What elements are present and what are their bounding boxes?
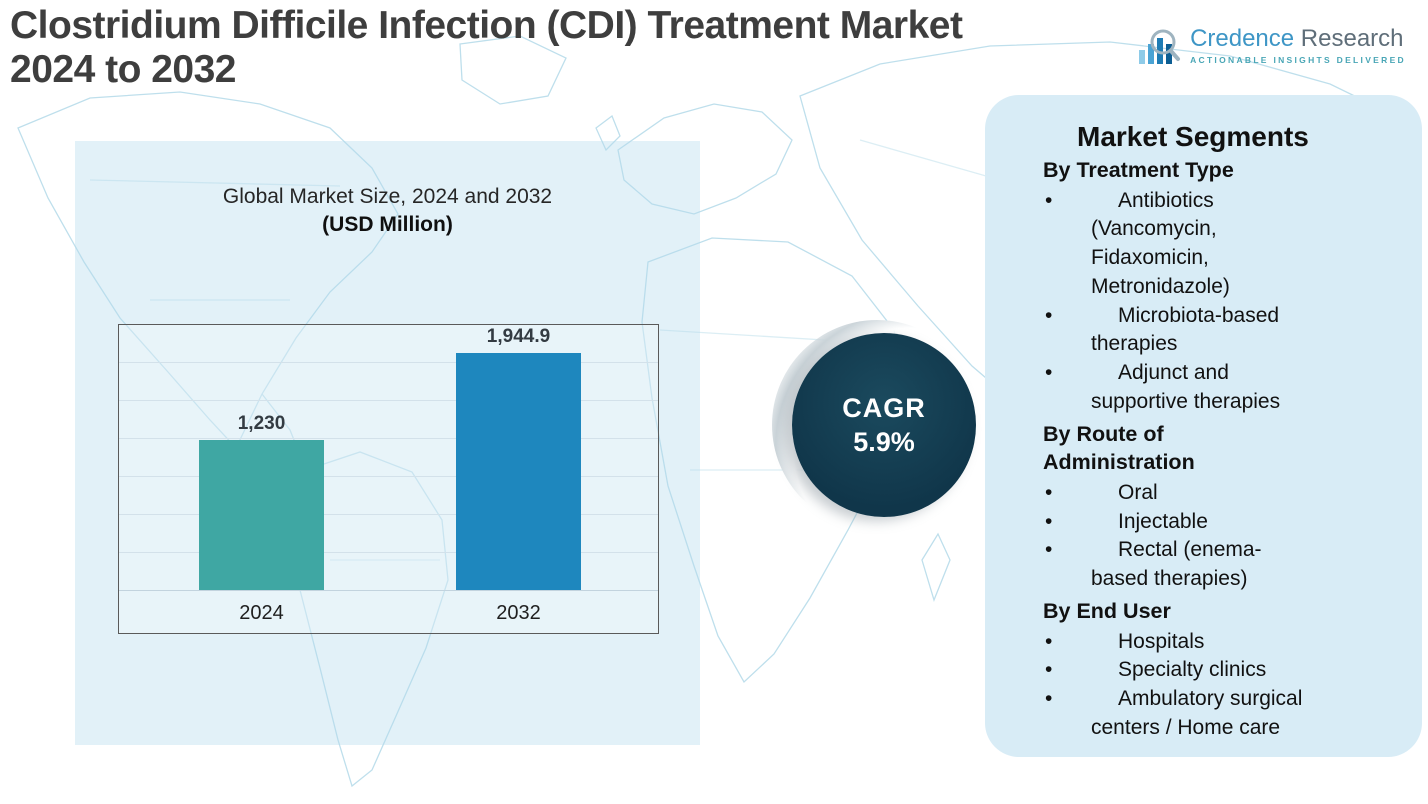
chart-subtitle: (USD Million) (322, 213, 453, 236)
segment-item: Microbiota-based therapies (1043, 302, 1388, 360)
segment-item: Ambulatory surgical centers / Home care (1043, 685, 1388, 743)
map-north-america (17, 91, 399, 450)
segment-list-treatment-type: Antibiotics (Vancomycin, Fidaxomicin, Me… (1043, 187, 1388, 417)
segment-item: Hospitals (1043, 628, 1388, 657)
segment-item: Rectal (enema- based therapies) (1043, 536, 1388, 594)
segment-group-title-end-user: By End User (1043, 598, 1171, 623)
logo-chart-magnifier-icon (1139, 29, 1181, 64)
market-size-panel: Global Market Size, 2024 and 2032 (USD M… (75, 141, 700, 745)
map-madagascar (921, 532, 951, 602)
segment-group-title-route: By Route of Administration (1043, 421, 1195, 475)
segment-item: Oral (1043, 479, 1388, 508)
bar-value-label-2032: 1,944.9 (486, 326, 551, 347)
page-title-line2: 2024 to 2032 (10, 48, 237, 92)
bar-rect-2032 (456, 353, 581, 590)
logo-text: Credence Research Actionable Insights De… (1190, 26, 1406, 65)
map-africa (641, 237, 907, 684)
page-title: Clostridium Difficile Infection (CDI) Tr… (10, 4, 963, 93)
logo-name-credence: Credence (1190, 25, 1295, 52)
chart-title: Global Market Size, 2024 and 2032 (222, 185, 553, 208)
segment-item: Specialty clinics (1043, 656, 1388, 685)
market-segments-panel: Market Segments By Treatment Type Antibi… (985, 95, 1422, 757)
segment-group-title-treatment-type: By Treatment Type (1043, 158, 1234, 182)
axis-label-2024: 2024 (239, 602, 284, 624)
segment-item: Injectable (1043, 508, 1388, 537)
cagr-label: CAGR (842, 392, 926, 423)
segment-list-end-user: Hospitals Specialty clinics Ambulatory s… (1043, 628, 1388, 743)
bar-chart: 1,230 1,944.9 2024 2032 (118, 324, 659, 634)
segments-heading: Market Segments (1077, 121, 1309, 152)
logo-name: Credence Research (1190, 26, 1406, 51)
segment-item: Antibiotics (Vancomycin, Fidaxomicin, Me… (1043, 187, 1388, 302)
map-greenland (459, 35, 567, 105)
map-british-isles (595, 114, 621, 152)
map-europe (617, 103, 793, 215)
segment-list-route: Oral Injectable Rectal (enema- based the… (1043, 479, 1388, 594)
bar-rect-2024 (199, 440, 324, 590)
logo-tagline: Actionable Insights Delivered (1190, 55, 1406, 66)
bar-group-2024: 1,230 (199, 413, 324, 590)
bar-value-label-2024: 1,230 (237, 413, 286, 434)
segment-item: Adjunct and supportive therapies (1043, 359, 1388, 417)
axis-label-2032: 2032 (496, 602, 541, 624)
brand-logo: Credence Research Actionable Insights De… (1137, 26, 1406, 68)
bar-group-2032: 1,944.9 (456, 326, 581, 590)
cagr-badge: CAGR 5.9% (772, 320, 986, 534)
cagr-circle: CAGR 5.9% (792, 333, 976, 517)
cagr-value: 5.9% (853, 426, 915, 457)
logo-name-research: Research (1300, 25, 1404, 52)
page-title-line1: Clostridium Difficile Infection (CDI) Tr… (10, 4, 963, 47)
